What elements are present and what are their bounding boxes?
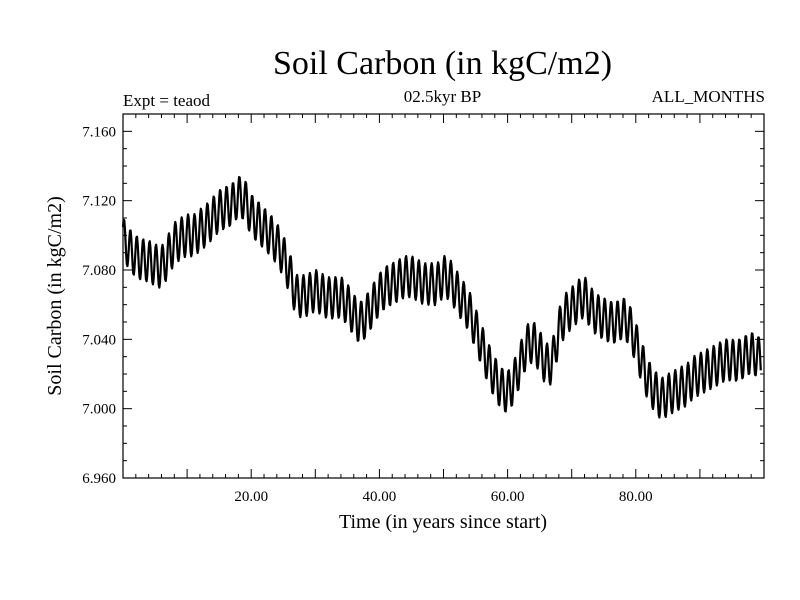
x-tick-label: 20.00 bbox=[234, 489, 268, 505]
y-tick-labels: 6.960 7.000 7.040 7.080 7.120 7.160 bbox=[82, 124, 116, 487]
axis-ticks bbox=[123, 114, 764, 478]
x-tick-label: 80.00 bbox=[619, 489, 653, 505]
x-axis-label: Time (in years since start) bbox=[339, 511, 547, 533]
y-tick-label: 7.080 bbox=[82, 263, 116, 279]
y-tick-label: 7.000 bbox=[82, 402, 116, 418]
y-tick-label: 7.120 bbox=[82, 194, 116, 210]
x-tick-label: 40.00 bbox=[363, 489, 397, 505]
plot-frame bbox=[122, 113, 765, 479]
y-tick-label: 6.960 bbox=[82, 471, 116, 487]
soil-carbon-series-line bbox=[121, 176, 762, 419]
y-tick-label: 7.040 bbox=[82, 332, 116, 348]
period-label: 02.5kyr BP bbox=[403, 87, 482, 106]
months-label: ALL_MONTHS bbox=[651, 87, 765, 106]
y-tick-label: 7.160 bbox=[82, 124, 116, 140]
chart-title: Soil Carbon (in kgC/m2) bbox=[272, 45, 613, 82]
x-tick-labels: 20.00 40.00 60.00 80.00 bbox=[234, 489, 652, 505]
experiment-label: Expt = teaod bbox=[123, 91, 211, 110]
y-axis-label: Soil Carbon (in kgC/m2) bbox=[44, 196, 66, 395]
x-tick-label: 60.00 bbox=[491, 489, 525, 505]
